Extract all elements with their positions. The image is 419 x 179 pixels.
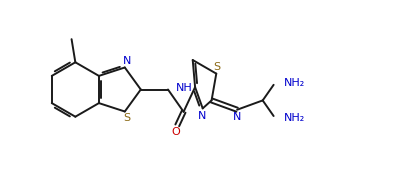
Text: N: N	[233, 112, 242, 122]
Text: O: O	[171, 127, 180, 137]
Text: NH₂: NH₂	[284, 78, 305, 88]
Text: NH: NH	[176, 83, 193, 93]
Text: N: N	[198, 111, 206, 121]
Text: NH₂: NH₂	[284, 113, 305, 123]
Text: S: S	[213, 62, 220, 72]
Text: S: S	[123, 113, 130, 123]
Text: N: N	[122, 56, 131, 66]
